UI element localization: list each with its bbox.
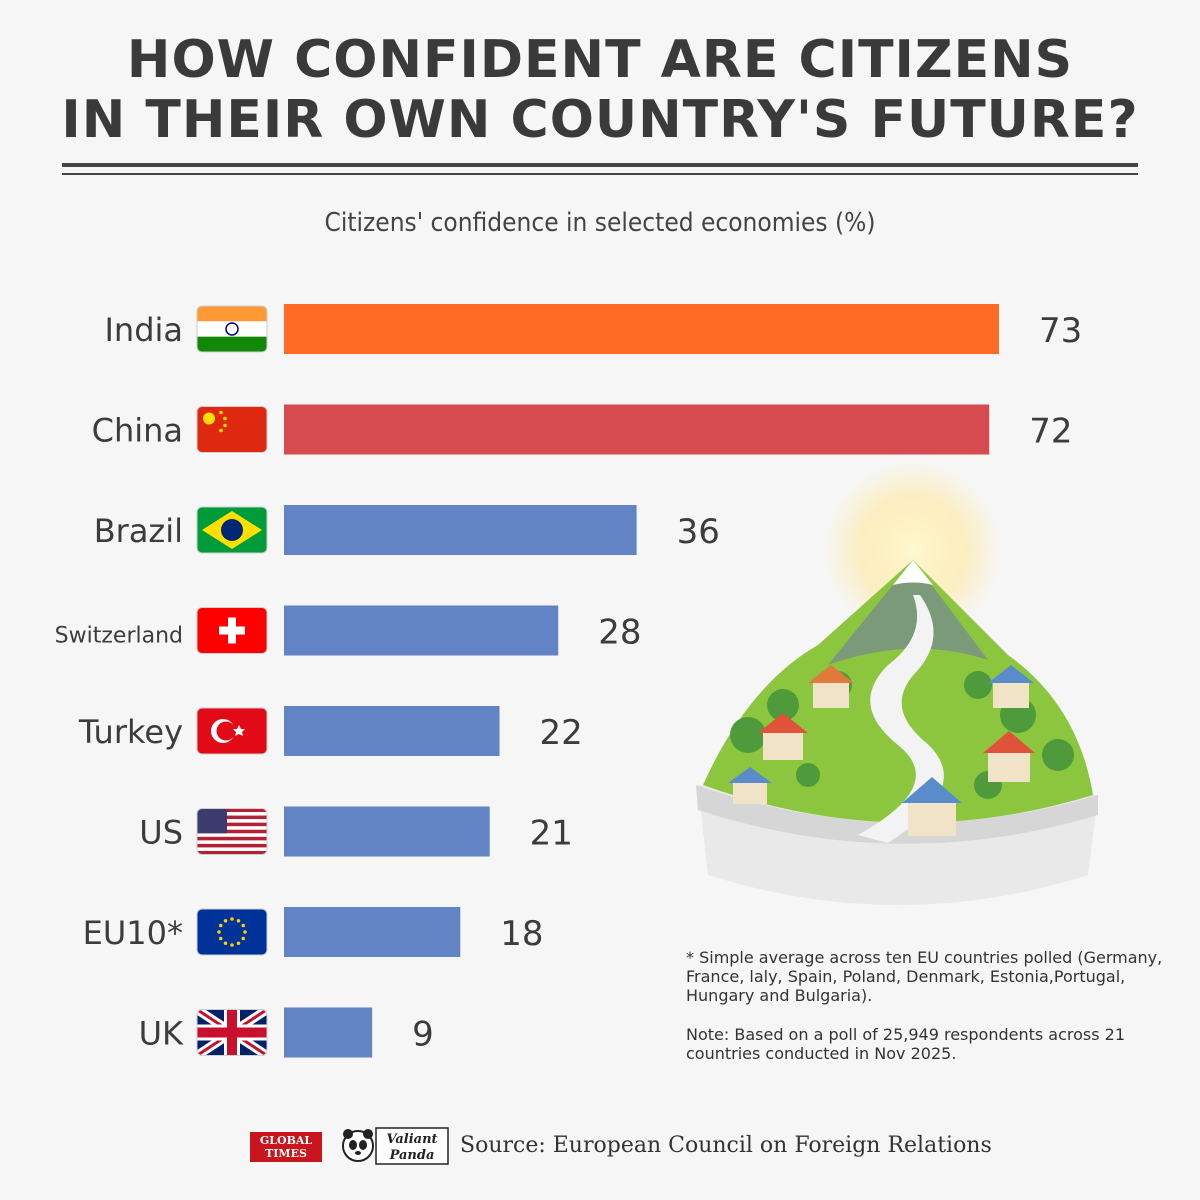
bar-row-2: Brazil 36 (94, 505, 720, 555)
title-divider-thick (62, 163, 1138, 167)
bar (284, 605, 559, 656)
bar (284, 304, 999, 354)
us-flag-icon (196, 808, 268, 855)
category-label: Brazil (94, 512, 183, 550)
poll-note: Note: Based on a poll of 25,949 responde… (686, 1025, 1126, 1063)
title-line-2: IN THEIR OWN COUNTRY'S FUTURE? (61, 90, 1139, 150)
chart-notes: * Simple average across ten EU countries… (686, 948, 1166, 1083)
footer: GLOBAL TIMES Valiant Panda Source: Europ… (250, 1126, 1010, 1166)
bar (284, 1007, 373, 1058)
page-title: HOW CONFIDENT ARE CITIZENS IN THEIR OWN … (0, 30, 1200, 150)
source-credit: Source: European Council on Foreign Rela… (460, 1133, 992, 1158)
mountain-village-illustration-icon (696, 460, 1098, 905)
category-label: India (104, 311, 183, 349)
brazil-flag-icon (196, 506, 268, 554)
category-label: China (92, 412, 183, 450)
value-label: 72 (1029, 412, 1072, 452)
value-label: 22 (539, 713, 582, 753)
bar-row-1: China 72 (92, 404, 1072, 455)
eu-flag-icon (196, 908, 268, 956)
category-label: EU10* (83, 914, 183, 952)
logo2-line-1: Valiant (386, 1132, 437, 1147)
bar (284, 806, 490, 857)
category-label: Turkey (78, 713, 183, 751)
bar-row-0: India 73 (104, 304, 1082, 354)
value-label: 28 (598, 613, 641, 653)
value-label: 36 (677, 512, 720, 552)
bar-row-7: UK 9 (139, 1007, 434, 1058)
category-label: Switzerland (55, 624, 183, 649)
turkey-flag-icon (196, 707, 268, 755)
title-divider-thin (62, 173, 1138, 175)
logo1-line-1: GLOBAL (259, 1134, 313, 1147)
india-flag-icon (196, 305, 268, 353)
logo2-line-2: Panda (389, 1148, 435, 1163)
bar-row-5: US 21 (139, 806, 573, 857)
value-label: 9 (412, 1015, 434, 1055)
bar (284, 907, 461, 957)
bar (284, 505, 637, 555)
chart-subtitle: Citizens' confidence in selected economi… (324, 208, 876, 238)
category-label: UK (139, 1015, 184, 1053)
title-line-1: HOW CONFIDENT ARE CITIZENS (126, 30, 1074, 90)
bar (284, 706, 500, 756)
bar-row-6: EU10* 18 (83, 907, 544, 957)
switzerland-flag-icon (196, 607, 268, 654)
value-label: 18 (500, 914, 543, 954)
global-times-logo: GLOBAL TIMES (250, 1132, 322, 1162)
bar-row-4: Turkey 22 (78, 706, 583, 756)
bar (284, 404, 990, 455)
logo1-line-2: TIMES (265, 1147, 307, 1160)
valiant-panda-logo: Valiant Panda (342, 1127, 449, 1165)
category-label: US (139, 814, 183, 852)
china-flag-icon (196, 406, 268, 453)
bar-chart: India 73 China 72 Brazil 36 Switzerland 28 Turke… (55, 304, 1082, 1058)
uk-flag-icon (196, 1009, 268, 1056)
bar-row-3: Switzerland 28 (55, 605, 642, 656)
value-label: 73 (1039, 311, 1082, 351)
value-label: 21 (530, 814, 573, 854)
footnote-eu10: * Simple average across ten EU countries… (686, 948, 1163, 1005)
